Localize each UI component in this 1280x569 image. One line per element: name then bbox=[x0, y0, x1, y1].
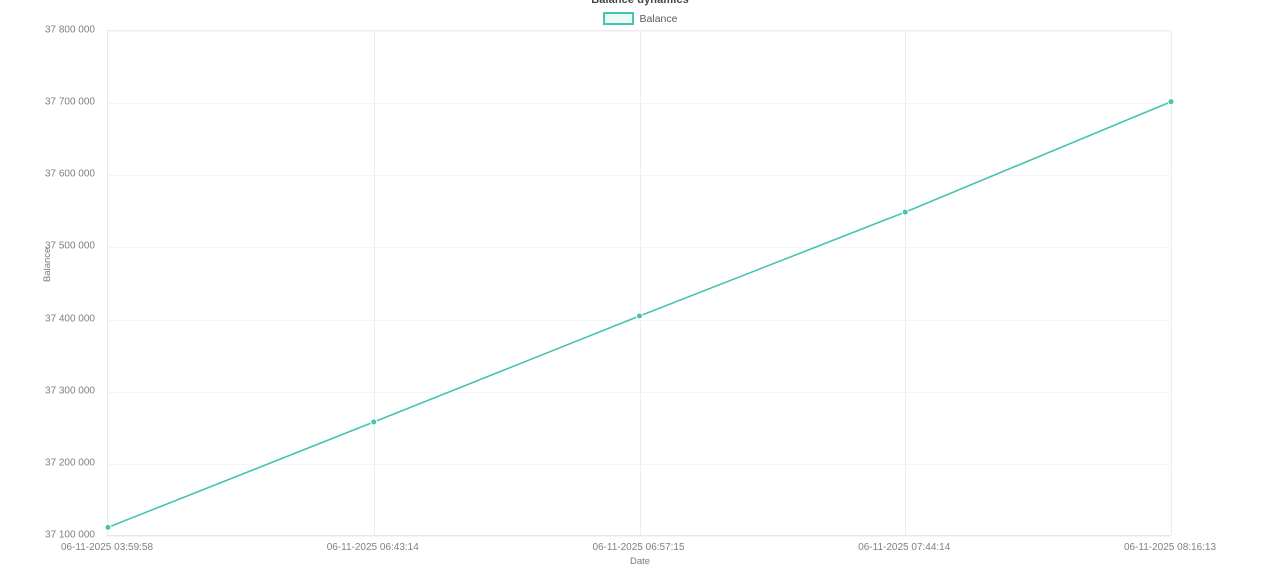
gridline-horizontal bbox=[108, 103, 1170, 105]
gridline-vertical bbox=[905, 31, 907, 535]
x-axis-tick-label: 06-11-2025 06:43:14 bbox=[326, 542, 419, 553]
x-axis-tick-label: 06-11-2025 07:44:14 bbox=[858, 542, 951, 553]
gridline-horizontal bbox=[108, 536, 1170, 537]
x-axis-tick-label: 06-11-2025 06:57:15 bbox=[592, 542, 685, 553]
y-axis-tick-label: 37 300 000 bbox=[44, 385, 95, 397]
gridline-horizontal bbox=[108, 175, 1170, 177]
legend-item-label: Balance bbox=[639, 12, 678, 25]
y-axis-tick-label: 37 100 000 bbox=[44, 529, 95, 541]
y-axis-tick-label: 37 500 000 bbox=[44, 240, 95, 252]
data-point-marker[interactable] bbox=[104, 523, 112, 531]
x-axis-title: Date bbox=[629, 556, 651, 567]
y-axis-tick-label: 37 400 000 bbox=[44, 313, 95, 325]
data-point-marker[interactable] bbox=[1167, 98, 1175, 106]
y-axis-tick-label: 37 200 000 bbox=[44, 457, 95, 469]
data-point-marker[interactable] bbox=[636, 312, 643, 320]
gridline-vertical bbox=[1171, 31, 1172, 535]
gridline-horizontal bbox=[108, 31, 1170, 32]
gridline-horizontal bbox=[108, 391, 1170, 393]
gridline-vertical bbox=[639, 31, 641, 535]
y-axis-title: Balance bbox=[42, 247, 53, 282]
y-axis-tick-label: 37 700 000 bbox=[44, 96, 95, 108]
x-axis-tick-label: 06-11-2025 03:59:58 bbox=[60, 542, 154, 553]
plot-area bbox=[104, 30, 1175, 537]
data-point-marker[interactable] bbox=[370, 418, 378, 426]
gridline-horizontal bbox=[108, 247, 1170, 249]
legend-item-balance[interactable]: Balance bbox=[602, 12, 678, 25]
chart-legend: Balance bbox=[0, 12, 1280, 25]
gridline-vertical bbox=[373, 31, 375, 535]
chart-title: Balance dynamics bbox=[591, 0, 689, 6]
gridline-horizontal bbox=[108, 463, 1170, 465]
x-axis-tick-label: 06-11-2025 08:16:13 bbox=[1123, 542, 1217, 553]
data-point-marker[interactable] bbox=[901, 208, 909, 216]
y-axis-tick-label: 37 600 000 bbox=[44, 168, 95, 180]
gridline-horizontal bbox=[108, 319, 1170, 321]
x-axis-line bbox=[107, 535, 1171, 536]
legend-swatch-rect-icon bbox=[602, 12, 634, 25]
y-axis-tick-label: 37 800 000 bbox=[44, 24, 95, 36]
series-balance bbox=[104, 98, 1175, 531]
